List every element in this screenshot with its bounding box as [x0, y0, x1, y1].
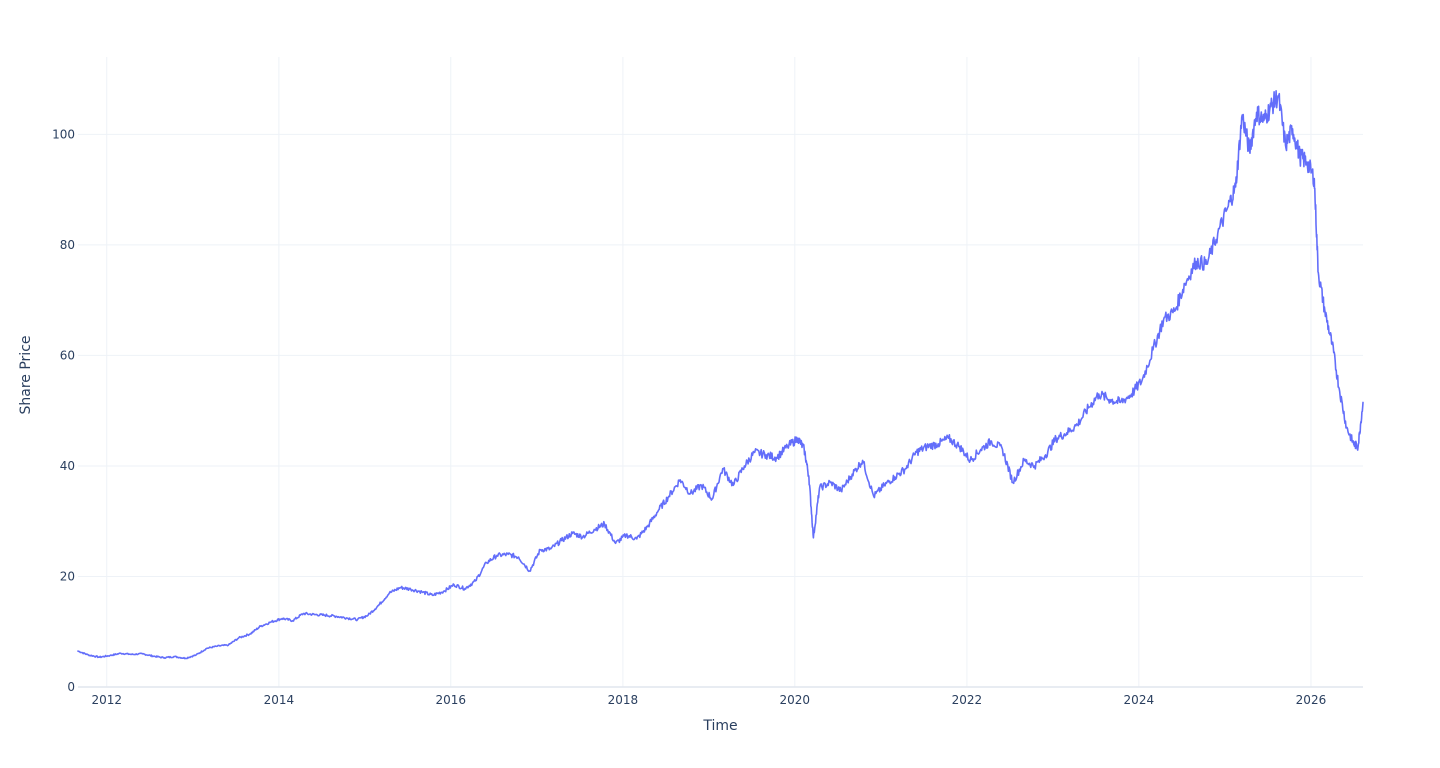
y-tick-label-0: 0 — [67, 680, 75, 694]
x-tick-label-2018: 2018 — [608, 693, 639, 707]
x-tick-label-2022: 2022 — [952, 693, 983, 707]
x-gridlines — [106, 57, 1312, 687]
share-price-line-0 — [77, 90, 1364, 660]
y-tick-label-60: 60 — [60, 348, 75, 362]
x-tick-label-2012: 2012 — [91, 693, 122, 707]
y-axis-tick-labels: 0 20 40 60 80 100 — [52, 127, 75, 694]
x-tick-label-2014: 2014 — [264, 693, 295, 707]
series-layer — [77, 90, 1364, 660]
x-tick-label-2024: 2024 — [1124, 693, 1155, 707]
x-tick-label-2016: 2016 — [435, 693, 466, 707]
y-tick-label-80: 80 — [60, 238, 75, 252]
x-axis-tick-labels: 2012 2014 2016 2018 2020 2022 2024 2026 — [91, 693, 1326, 707]
x-tick-label-2020: 2020 — [780, 693, 811, 707]
y-axis-title: Share Price — [18, 335, 34, 414]
y-tick-label-20: 20 — [60, 569, 75, 583]
y-tick-label-40: 40 — [60, 459, 75, 473]
y-tick-label-100: 100 — [52, 127, 75, 141]
x-tick-label-2026: 2026 — [1296, 693, 1327, 707]
y-gridlines — [78, 133, 1363, 577]
x-axis-title: Time — [702, 718, 737, 734]
